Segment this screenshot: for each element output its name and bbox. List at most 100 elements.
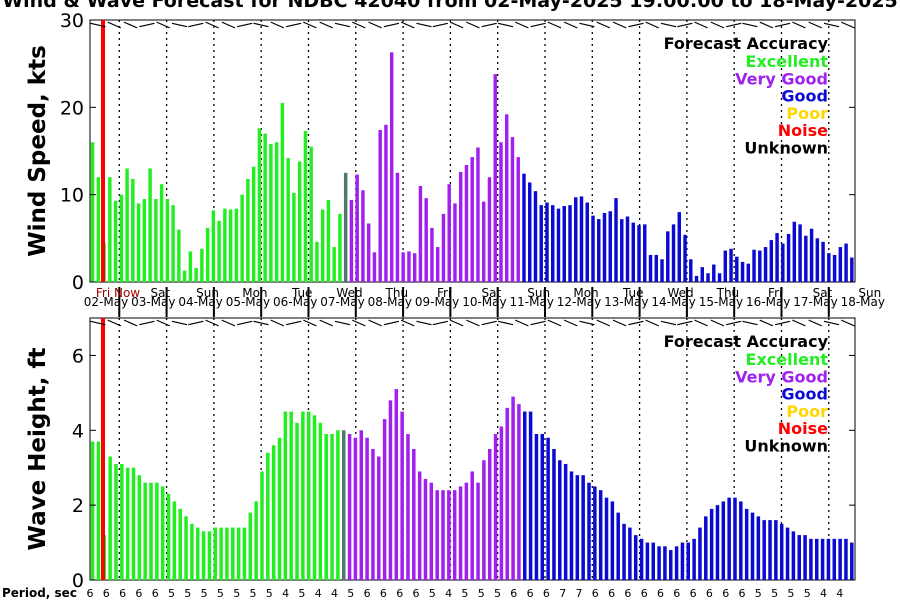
legend-item: Very Good (735, 367, 828, 386)
data-bar (815, 538, 819, 580)
data-bar (378, 130, 382, 282)
y-axis-label: Wave Height, ft (25, 348, 51, 551)
day-divider (402, 287, 405, 317)
data-bar (266, 452, 270, 580)
y-tick-label: 2 (72, 495, 84, 517)
data-bar (418, 185, 423, 282)
direction-arrow (579, 22, 595, 28)
data-bar (429, 482, 434, 580)
day-divider (591, 287, 594, 317)
data-bar (207, 531, 212, 580)
data-bar (452, 490, 457, 580)
data-bar (236, 527, 241, 580)
now-marker (101, 318, 105, 580)
day-name-label: Sat (482, 286, 502, 300)
period-value: 6 (592, 587, 599, 600)
day-divider (118, 287, 121, 317)
data-bar (312, 415, 317, 580)
day-date-label: 03-May (131, 295, 175, 309)
legend-heading: Forecast Accuracy (664, 332, 829, 351)
data-bar (355, 174, 359, 282)
data-bar (194, 268, 198, 282)
data-bar (90, 142, 95, 282)
direction-arrow (726, 320, 742, 326)
data-bar (683, 234, 687, 282)
data-bar (779, 523, 784, 580)
data-bar (423, 478, 428, 580)
data-bar (522, 173, 526, 282)
data-bar (625, 216, 630, 282)
data-bar (125, 467, 130, 580)
direction-arrow (253, 320, 269, 326)
direction-arrow (579, 320, 595, 326)
day-divider (260, 287, 263, 317)
data-bar (821, 241, 825, 282)
data-bar (349, 199, 354, 282)
data-bar (280, 102, 285, 282)
data-bar (401, 252, 405, 282)
data-bar (347, 434, 352, 580)
data-bar (493, 74, 497, 283)
period-value: 6 (510, 587, 517, 600)
data-bar (604, 497, 609, 580)
period-value: 6 (135, 587, 142, 600)
direction-arrow (416, 320, 432, 326)
data-bar (361, 190, 365, 282)
data-bar (240, 194, 244, 282)
data-bar (231, 527, 235, 580)
period-value: 5 (250, 587, 257, 600)
day-name-label: Sun (858, 286, 881, 300)
data-bar (552, 449, 556, 580)
data-bar (585, 202, 589, 282)
data-bar (482, 460, 486, 580)
data-bar (359, 430, 363, 580)
period-value: 6 (413, 587, 420, 600)
period-value: 6 (103, 587, 110, 600)
data-bar (301, 411, 305, 580)
data-bar (809, 228, 814, 282)
data-bar (616, 512, 620, 580)
direction-arrow (205, 21, 219, 29)
data-bar (715, 505, 720, 580)
data-bar (476, 482, 480, 580)
data-bar (382, 419, 387, 580)
data-bar (412, 449, 416, 580)
direction-arrow (596, 319, 611, 327)
direction-arrow (90, 320, 106, 326)
data-bar (628, 527, 632, 580)
period-value: 6 (119, 587, 126, 600)
direction-arrow (792, 319, 806, 327)
data-bar (487, 177, 492, 282)
direction-arrow (368, 319, 382, 327)
direction-arrow (530, 22, 546, 28)
period-value: 5 (429, 587, 436, 600)
data-bar (698, 527, 702, 580)
legend-item: Poor (786, 104, 828, 123)
day-divider (449, 287, 452, 317)
data-bar (686, 542, 691, 580)
period-value: 6 (380, 587, 387, 600)
legend-item: Unknown (744, 139, 828, 158)
data-bar (546, 437, 550, 580)
direction-arrow (237, 320, 253, 326)
data-bar (160, 486, 165, 580)
data-bar (671, 224, 676, 282)
data-bar (190, 523, 194, 580)
data-bar (660, 259, 664, 282)
direction-arrow (497, 320, 514, 326)
period-value: 6 (739, 587, 746, 600)
data-bar (651, 542, 655, 580)
period-value: 4 (445, 587, 452, 600)
data-bar (200, 248, 204, 282)
direction-arrow (515, 319, 529, 327)
direction-arrow (188, 320, 204, 326)
day-date-label: 13-May (604, 295, 648, 309)
direction-arrow (563, 21, 578, 29)
period-value: 5 (347, 587, 354, 600)
data-bar (826, 538, 831, 580)
period-value: 5 (233, 587, 240, 600)
period-value: 4 (315, 587, 322, 600)
direction-arrow (660, 320, 677, 326)
direction-arrow (319, 319, 333, 327)
data-bar (608, 211, 612, 282)
